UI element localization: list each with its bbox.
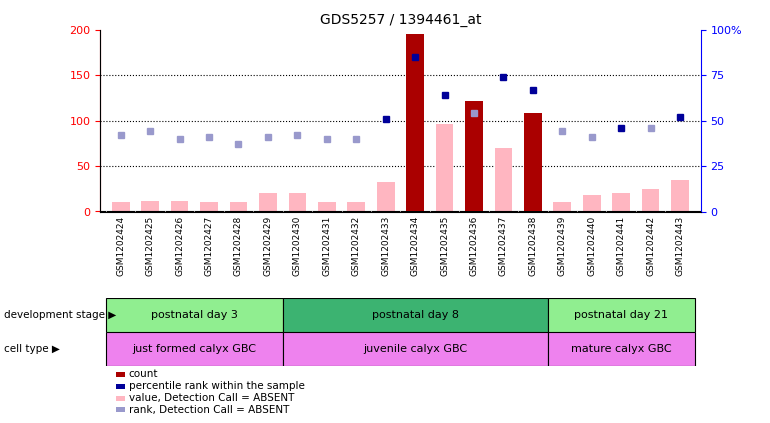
Bar bbox=[547, 332, 695, 366]
Text: development stage ▶: development stage ▶ bbox=[4, 310, 116, 320]
Bar bbox=[547, 298, 695, 332]
Text: GSM1202440: GSM1202440 bbox=[588, 216, 596, 276]
Text: count: count bbox=[129, 369, 158, 379]
Text: GSM1202442: GSM1202442 bbox=[646, 216, 655, 276]
Bar bbox=[283, 298, 547, 332]
Text: GSM1202432: GSM1202432 bbox=[352, 216, 360, 276]
Text: postnatal day 8: postnatal day 8 bbox=[372, 310, 459, 320]
Text: just formed calyx GBC: just formed calyx GBC bbox=[132, 344, 256, 354]
Bar bbox=[289, 193, 306, 212]
Text: GSM1202438: GSM1202438 bbox=[528, 216, 537, 276]
Bar bbox=[465, 101, 483, 212]
Text: GSM1202429: GSM1202429 bbox=[263, 216, 273, 276]
Text: percentile rank within the sample: percentile rank within the sample bbox=[129, 381, 304, 391]
Bar bbox=[200, 203, 218, 212]
Bar bbox=[671, 180, 689, 212]
Text: GSM1202433: GSM1202433 bbox=[381, 216, 390, 276]
Bar bbox=[229, 203, 247, 212]
Bar bbox=[142, 201, 159, 212]
Bar bbox=[377, 182, 394, 212]
Text: GSM1202428: GSM1202428 bbox=[234, 216, 243, 276]
Bar bbox=[612, 193, 630, 212]
Text: GSM1202443: GSM1202443 bbox=[675, 216, 685, 276]
Text: GSM1202427: GSM1202427 bbox=[205, 216, 213, 276]
Bar bbox=[106, 298, 283, 332]
Bar bbox=[171, 201, 189, 212]
Text: GSM1202434: GSM1202434 bbox=[410, 216, 420, 276]
Text: GSM1202431: GSM1202431 bbox=[323, 216, 331, 276]
Bar bbox=[318, 203, 336, 212]
Bar bbox=[642, 189, 659, 212]
Text: rank, Detection Call = ABSENT: rank, Detection Call = ABSENT bbox=[129, 405, 289, 415]
Text: GSM1202436: GSM1202436 bbox=[470, 216, 478, 276]
Bar bbox=[283, 332, 547, 366]
Text: postnatal day 3: postnatal day 3 bbox=[151, 310, 238, 320]
Text: cell type ▶: cell type ▶ bbox=[4, 344, 60, 354]
Title: GDS5257 / 1394461_at: GDS5257 / 1394461_at bbox=[320, 13, 481, 27]
Bar bbox=[554, 203, 571, 212]
Bar bbox=[106, 332, 283, 366]
Bar bbox=[112, 203, 129, 212]
Text: GSM1202424: GSM1202424 bbox=[116, 216, 126, 276]
Text: GSM1202425: GSM1202425 bbox=[146, 216, 155, 276]
Bar bbox=[347, 203, 365, 212]
Bar bbox=[259, 193, 276, 212]
Text: postnatal day 21: postnatal day 21 bbox=[574, 310, 668, 320]
Bar bbox=[436, 124, 454, 212]
Text: GSM1202441: GSM1202441 bbox=[617, 216, 626, 276]
Bar bbox=[407, 34, 424, 212]
Bar bbox=[583, 195, 601, 212]
Bar bbox=[494, 148, 512, 212]
Text: value, Detection Call = ABSENT: value, Detection Call = ABSENT bbox=[129, 393, 294, 403]
Text: GSM1202435: GSM1202435 bbox=[440, 216, 449, 276]
Bar bbox=[524, 113, 542, 212]
Text: GSM1202437: GSM1202437 bbox=[499, 216, 508, 276]
Text: GSM1202430: GSM1202430 bbox=[293, 216, 302, 276]
Text: mature calyx GBC: mature calyx GBC bbox=[571, 344, 671, 354]
Text: GSM1202426: GSM1202426 bbox=[175, 216, 184, 276]
Text: juvenile calyx GBC: juvenile calyx GBC bbox=[363, 344, 467, 354]
Text: GSM1202439: GSM1202439 bbox=[557, 216, 567, 276]
